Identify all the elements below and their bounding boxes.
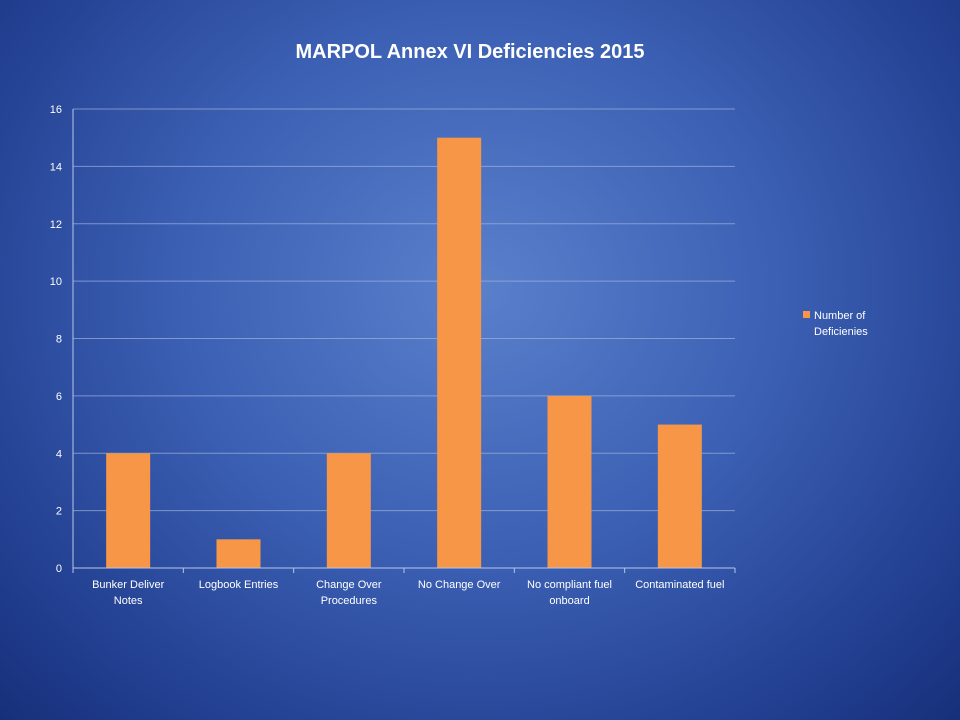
y-tick-label: 0 [56,563,62,575]
legend: Number of Deficienies [803,310,868,338]
legend-swatch [803,311,810,318]
chart-title: MARPOL Annex VI Deficiencies 2015 [295,41,644,63]
y-tick-label: 16 [50,104,62,116]
x-tick-labels: Bunker Deliver Notes Logbook Entries Change… [92,579,724,607]
y-tick-label: 4 [56,448,62,460]
y-tick-labels: 0 2 4 6 8 10 12 14 16 [50,104,62,575]
bar [216,539,261,568]
x-tick-label: Logbook Entries [199,579,279,591]
x-tick-label: No Change Over [418,579,501,591]
y-tick-label: 14 [50,161,62,173]
bar [547,395,592,568]
axes [72,109,736,573]
y-tick-label: 2 [56,506,62,518]
bar [657,424,702,568]
x-tick-label: No compliant fuel onboard [527,579,612,607]
x-tick-label: Bunker Deliver Notes [92,579,164,607]
y-tick-label: 6 [56,391,62,403]
bar [326,453,371,568]
bar [437,137,482,568]
legend-label: Number of Deficienies [814,310,868,338]
x-tick-label: Change Over Procedures [316,579,382,607]
y-tick-label: 12 [50,219,62,231]
bars [106,137,702,568]
grid-lines [73,108,735,512]
y-tick-label: 10 [50,276,62,288]
x-tick-label: Contaminated fuel [635,579,724,591]
y-tick-label: 8 [56,334,62,346]
bar [106,453,151,568]
